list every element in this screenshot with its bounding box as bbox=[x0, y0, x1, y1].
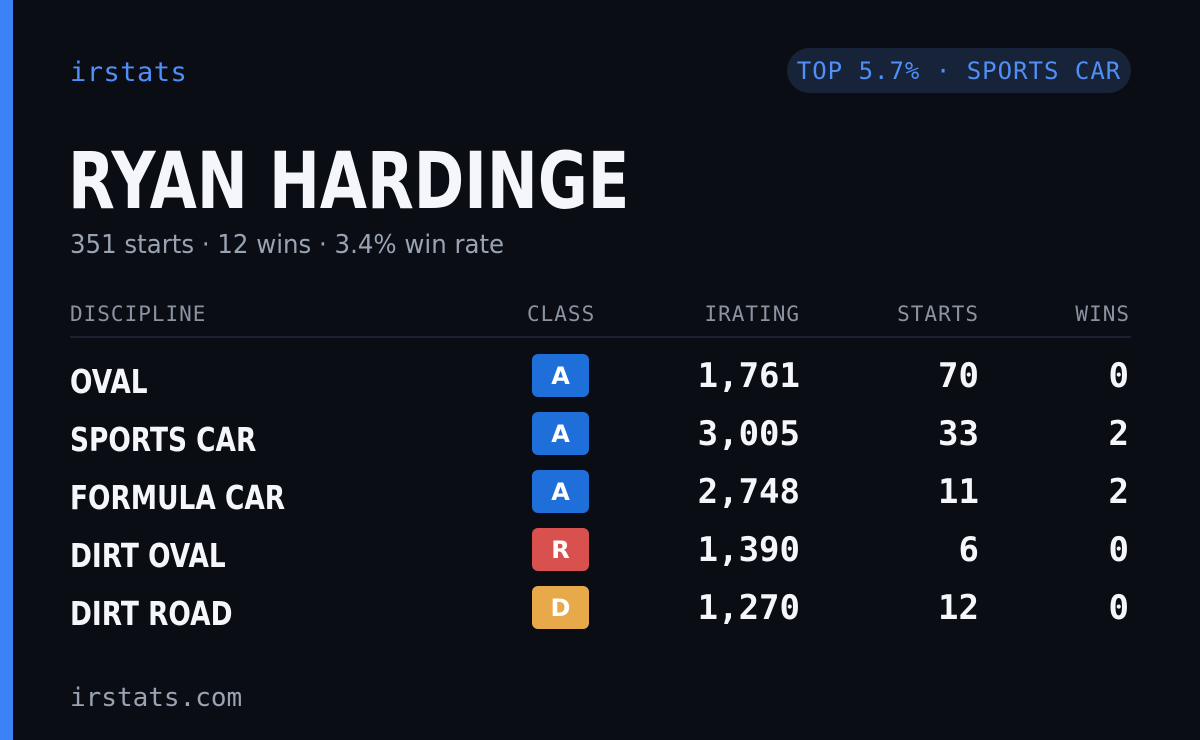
license-class-badge: R bbox=[532, 528, 589, 571]
discipline-name: DIRT ROAD bbox=[70, 594, 233, 633]
header-wins: WINS bbox=[1075, 302, 1130, 326]
discipline-name: SPORTS CAR bbox=[70, 420, 257, 459]
driver-name: RYAN HARDINGE bbox=[68, 137, 630, 227]
wins-value: 2 bbox=[1108, 414, 1129, 454]
irating-value: 1,270 bbox=[697, 588, 800, 628]
starts-value: 11 bbox=[938, 472, 979, 512]
starts-value: 12 bbox=[938, 588, 979, 628]
license-class-badge: D bbox=[532, 586, 589, 629]
brand-logo[interactable]: irstats bbox=[70, 57, 188, 88]
wins-value: 0 bbox=[1108, 356, 1129, 396]
table-divider bbox=[70, 336, 1131, 338]
wins-value: 0 bbox=[1108, 588, 1129, 628]
irating-value: 2,748 bbox=[697, 472, 800, 512]
discipline-name: FORMULA CAR bbox=[70, 478, 286, 517]
starts-value: 70 bbox=[938, 356, 979, 396]
header-irating: IRATING bbox=[704, 302, 800, 326]
discipline-name: OVAL bbox=[70, 362, 148, 401]
driver-summary: 351 starts · 12 wins · 3.4% win rate bbox=[70, 230, 505, 260]
starts-value: 33 bbox=[938, 414, 979, 454]
license-class-badge: A bbox=[532, 412, 589, 455]
irating-value: 1,390 bbox=[697, 530, 800, 570]
discipline-name: DIRT OVAL bbox=[70, 536, 226, 575]
header-discipline: DISCIPLINE bbox=[70, 302, 207, 326]
table-row: SPORTS CAR A 3,005 33 2 bbox=[0, 412, 1200, 470]
rank-badge: TOP 5.7% · SPORTS CAR bbox=[787, 48, 1131, 93]
table-row: FORMULA CAR A 2,748 11 2 bbox=[0, 470, 1200, 528]
wins-value: 2 bbox=[1108, 472, 1129, 512]
table-row: DIRT OVAL R 1,390 6 0 bbox=[0, 528, 1200, 586]
header-class: CLASS bbox=[527, 302, 596, 326]
license-class-badge: A bbox=[532, 354, 589, 397]
starts-value: 6 bbox=[958, 530, 979, 570]
accent-bar bbox=[0, 0, 13, 740]
table-row: DIRT ROAD D 1,270 12 0 bbox=[0, 586, 1200, 644]
irating-value: 3,005 bbox=[697, 414, 800, 454]
wins-value: 0 bbox=[1108, 530, 1129, 570]
footer-url[interactable]: irstats.com bbox=[70, 683, 243, 713]
irating-value: 1,761 bbox=[697, 356, 800, 396]
table-row: OVAL A 1,761 70 0 bbox=[0, 354, 1200, 412]
license-class-badge: A bbox=[532, 470, 589, 513]
header-starts: STARTS bbox=[897, 302, 979, 326]
